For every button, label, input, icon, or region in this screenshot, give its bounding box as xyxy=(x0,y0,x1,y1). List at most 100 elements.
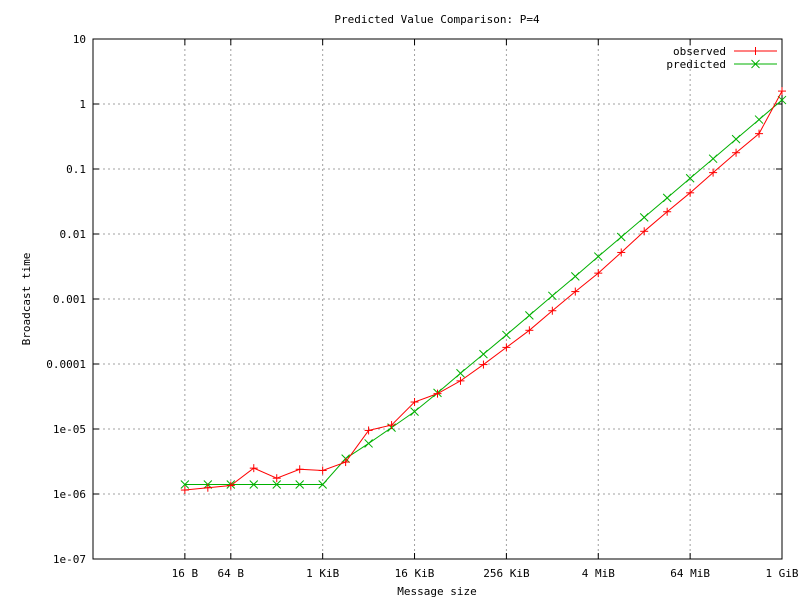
data-point-observed xyxy=(548,306,557,315)
data-point-observed xyxy=(709,168,718,177)
legend-marker-observed xyxy=(751,47,760,55)
data-point-observed xyxy=(755,129,764,138)
data-point-observed xyxy=(410,398,419,407)
data-point-observed xyxy=(387,421,396,430)
data-point-predicted xyxy=(616,232,626,242)
data-point-observed xyxy=(180,486,189,495)
data-point-observed xyxy=(778,87,786,96)
legend-label-observed: observed xyxy=(673,45,726,58)
data-point-predicted xyxy=(685,173,695,183)
data-point-observed xyxy=(456,376,465,385)
marker-stroke xyxy=(479,349,488,359)
data-point-predicted xyxy=(639,213,649,222)
x-tick-label: 16 KiB xyxy=(395,567,435,580)
data-point-observed xyxy=(318,466,327,475)
data-point-predicted xyxy=(754,115,764,124)
data-point-predicted xyxy=(731,134,741,144)
x-tick-labels: 16 B 64 B 1 KiB 16 KiB 256 KiB 4 MiB 64 MiB 1 G… xyxy=(172,567,799,580)
legend: observed predicted xyxy=(666,45,777,71)
marker-stroke xyxy=(751,59,760,69)
marker-stroke xyxy=(754,115,764,124)
marker-stroke xyxy=(685,173,695,183)
data-point-predicted xyxy=(570,272,580,281)
data-point-observed xyxy=(433,389,442,398)
marker-stroke xyxy=(318,480,328,489)
marker-stroke xyxy=(639,213,649,222)
y-tick-label: 0.01 xyxy=(60,228,87,241)
y-tick-labels: 1e-07 1e-06 1e-05 0.0001 0.001 0.01 0.1 1 10 xyxy=(46,33,86,566)
data-point-observed xyxy=(663,207,672,216)
marker-stroke xyxy=(777,95,787,105)
x-tick-label: 16 B xyxy=(172,567,199,580)
y-tick-label: 1 xyxy=(79,98,86,111)
marker-stroke xyxy=(410,407,419,416)
data-point-observed xyxy=(594,269,603,278)
data-point-predicted xyxy=(410,407,419,416)
marker-stroke xyxy=(249,480,259,489)
y-axis-label: Broadcast time xyxy=(20,253,33,346)
data-point-observed xyxy=(640,227,649,236)
data-point-observed xyxy=(732,148,741,157)
data-point-observed xyxy=(295,465,304,474)
data-point-observed xyxy=(226,481,235,490)
data-point-predicted xyxy=(318,480,328,489)
data-point-predicted xyxy=(662,193,672,203)
marker-stroke xyxy=(570,272,580,281)
marker-stroke xyxy=(456,368,465,378)
data-point-observed xyxy=(272,474,281,483)
x-tick-label: 1 GiB xyxy=(765,567,798,580)
data-point-observed xyxy=(364,426,373,435)
marker-stroke xyxy=(525,311,534,320)
data-point-predicted xyxy=(547,291,557,301)
data-point-predicted xyxy=(479,349,488,359)
marker-stroke xyxy=(272,480,282,489)
legend-marker-predicted xyxy=(751,59,760,69)
series-observed xyxy=(180,87,786,495)
marker-stroke xyxy=(593,252,603,261)
data-point-predicted xyxy=(249,480,259,489)
marker-stroke xyxy=(547,291,557,301)
data-point-predicted xyxy=(456,368,465,378)
series-layer xyxy=(180,87,787,495)
y-tick-label: 0.001 xyxy=(53,293,86,306)
marker-stroke xyxy=(708,154,718,164)
grid xyxy=(93,39,782,559)
data-point-observed xyxy=(203,483,212,492)
y-tick-label: 1e-06 xyxy=(53,488,86,501)
x-tick-label: 64 MiB xyxy=(670,567,710,580)
marker-stroke xyxy=(364,439,373,448)
data-point-observed xyxy=(479,360,488,369)
data-point-predicted xyxy=(180,480,190,489)
data-point-predicted xyxy=(364,439,373,448)
x-tick-label: 4 MiB xyxy=(582,567,615,580)
marker-stroke xyxy=(502,330,511,340)
y-tick-label: 0.0001 xyxy=(46,358,86,371)
y-tick-label: 1e-05 xyxy=(53,423,86,436)
data-point-observed xyxy=(502,343,511,352)
data-point-predicted xyxy=(272,480,282,489)
x-axis-label: Message size xyxy=(397,585,476,598)
data-point-predicted xyxy=(593,252,603,261)
marker-stroke xyxy=(662,193,672,203)
y-tick-label: 0.1 xyxy=(66,163,86,176)
data-point-observed xyxy=(525,326,534,335)
data-point-observed xyxy=(571,287,580,296)
data-point-predicted xyxy=(708,154,718,164)
data-point-observed xyxy=(341,458,350,467)
data-point-observed xyxy=(249,464,258,473)
data-point-predicted xyxy=(295,480,305,489)
y-tick-label: 10 xyxy=(73,33,86,46)
marker-stroke xyxy=(731,134,741,144)
y-tick-label: 1e-07 xyxy=(53,553,86,566)
data-point-predicted xyxy=(502,330,511,340)
legend-markers xyxy=(751,47,760,69)
x-tick-label: 1 KiB xyxy=(306,567,339,580)
x-tick-label: 64 B xyxy=(218,567,245,580)
marker-stroke xyxy=(180,480,190,489)
marker-stroke xyxy=(295,480,305,489)
data-point-predicted xyxy=(525,311,534,320)
marker-stroke xyxy=(616,232,626,242)
data-point-predicted xyxy=(777,95,787,105)
